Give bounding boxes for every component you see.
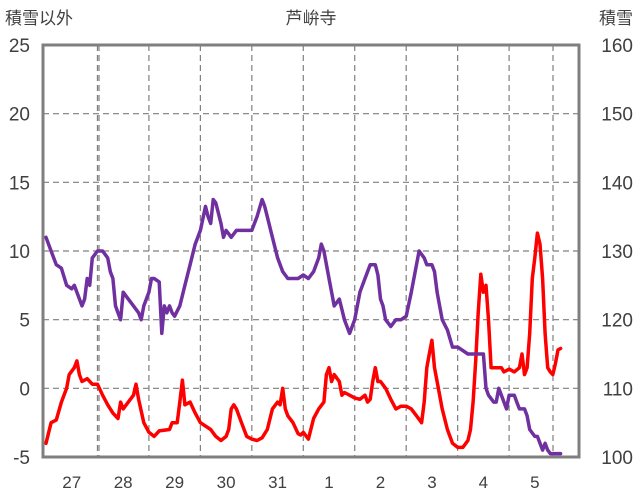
x-tick-label: 30 — [217, 473, 236, 492]
x-tick-label: 5 — [530, 473, 539, 492]
right-tick-label: 130 — [601, 242, 633, 263]
left-tick-label: 15 — [9, 173, 30, 194]
right-tick-label: 150 — [601, 105, 633, 126]
snow-depth-line — [44, 197, 563, 456]
x-tick-label: 28 — [114, 473, 133, 492]
plot-border — [41, 43, 581, 459]
right-axis-title: 積雪 — [599, 9, 633, 28]
left-tick-label: 25 — [9, 36, 30, 57]
right-tick-label: 120 — [601, 311, 633, 332]
series-lines — [44, 197, 563, 456]
left-tick-label: -5 — [13, 448, 30, 469]
x-tick-label: 2 — [376, 473, 385, 492]
chart-title: 芦峅寺 — [286, 9, 337, 28]
right-axis: 100 110 120 130 140 150 160 — [601, 36, 633, 469]
left-tick-label: 10 — [9, 242, 30, 263]
left-axis-title: 積雪以外 — [5, 9, 73, 28]
right-tick-label: 140 — [601, 173, 633, 194]
x-tick-label: 4 — [479, 473, 488, 492]
left-axis: -5 0 5 10 15 20 25 — [9, 36, 30, 469]
right-tick-label: 100 — [601, 448, 633, 469]
temperature-line — [44, 231, 563, 450]
right-tick-label: 160 — [601, 36, 633, 57]
x-tick-label: 27 — [62, 473, 81, 492]
left-tick-label: 0 — [19, 379, 30, 400]
left-tick-label: 20 — [9, 105, 30, 126]
x-tick-label: 3 — [427, 473, 436, 492]
x-tick-label: 1 — [324, 473, 333, 492]
x-axis: 27 28 29 30 31 1 2 3 4 5 — [62, 473, 539, 492]
x-tick-label: 31 — [268, 473, 287, 492]
left-tick-label: 5 — [19, 311, 30, 332]
right-tick-label: 110 — [603, 379, 633, 400]
x-tick-label: 29 — [165, 473, 184, 492]
